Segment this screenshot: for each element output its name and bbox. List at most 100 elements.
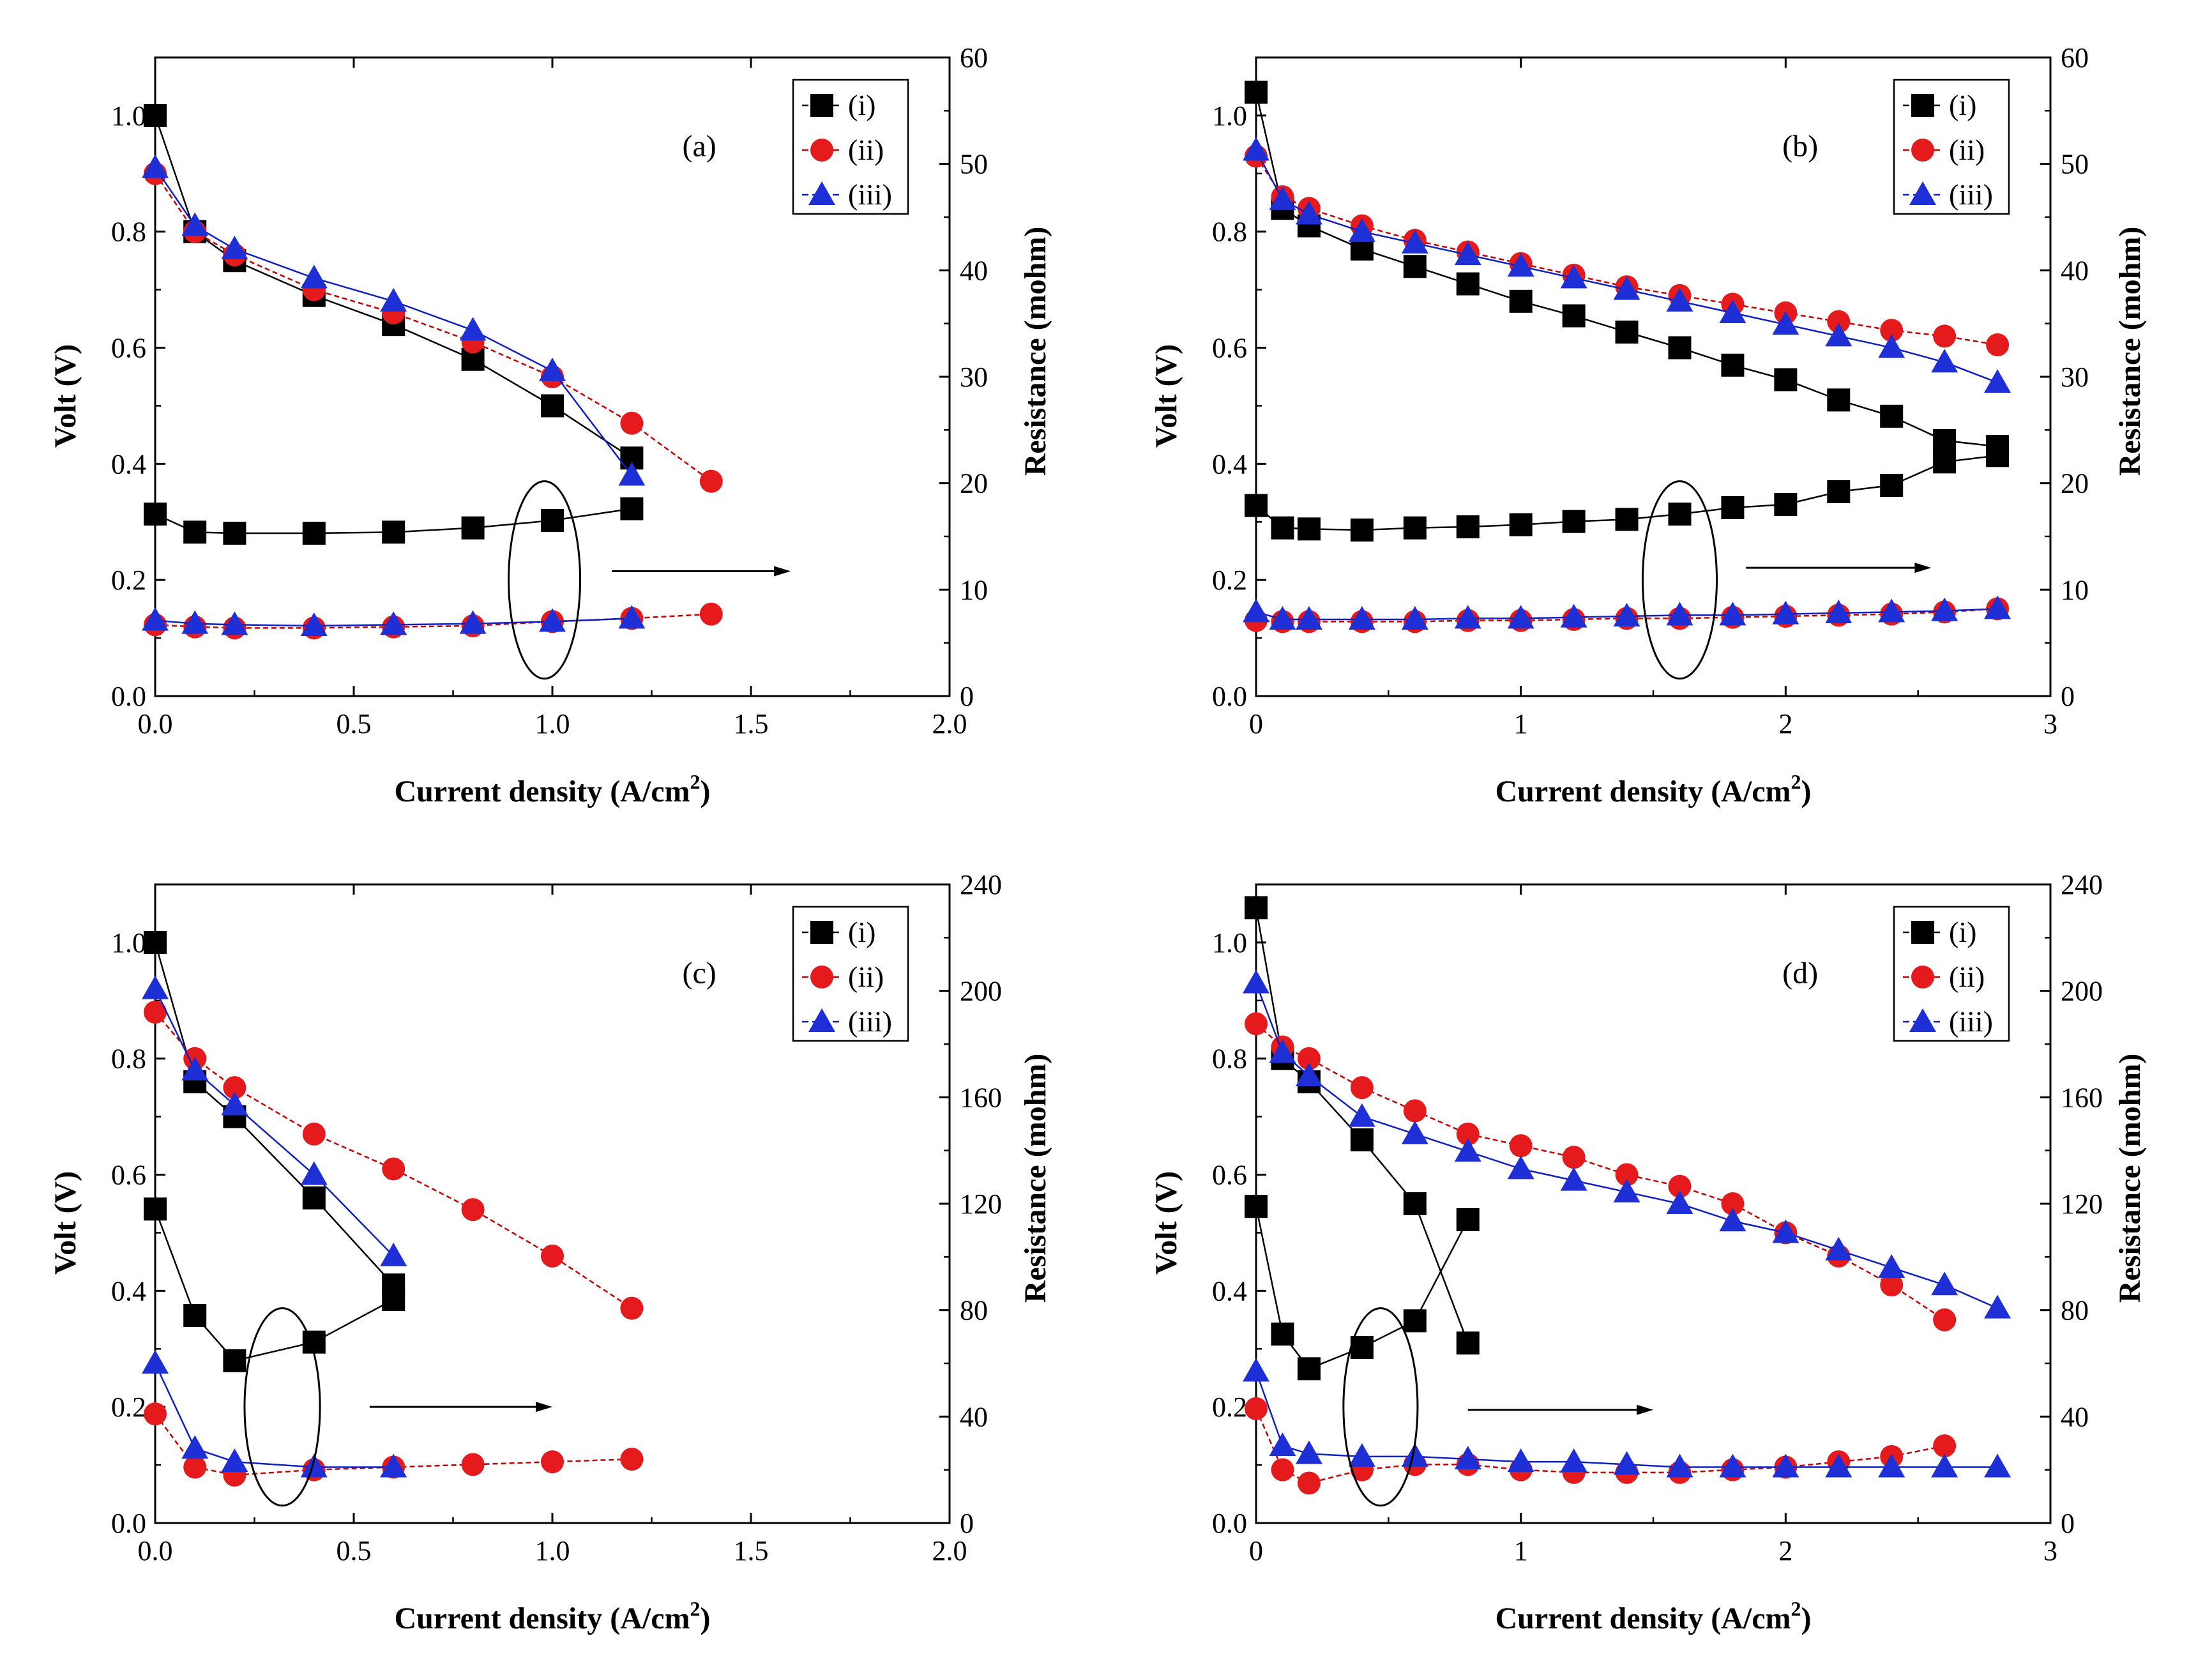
legend-label: (iii) bbox=[1949, 1005, 1993, 1038]
resistance-point-3 bbox=[1772, 1453, 1799, 1478]
legend-label: (ii) bbox=[1949, 133, 1985, 166]
annotation-ellipse bbox=[243, 1307, 321, 1507]
y-right-tick-label: 50 bbox=[2061, 149, 2089, 180]
voltage-point-3 bbox=[380, 287, 407, 312]
x-tick-label: 0 bbox=[1249, 708, 1263, 739]
voltage-point-2 bbox=[382, 1157, 405, 1181]
resistance-point-2 bbox=[1245, 1397, 1268, 1420]
voltage-point-3 bbox=[181, 1056, 209, 1080]
y-left-tick-label: 0.2 bbox=[1212, 1391, 1247, 1423]
resistance-point-3 bbox=[459, 610, 487, 634]
resistance-point-1 bbox=[1668, 503, 1692, 526]
y-left-tick-label: 0.4 bbox=[1212, 1275, 1247, 1307]
resistance-point-1 bbox=[382, 520, 405, 544]
voltage-point-1 bbox=[1350, 1128, 1374, 1151]
voltage-series-line-2 bbox=[154, 173, 712, 482]
x-tick-label: 1 bbox=[1514, 1535, 1528, 1566]
y-right-tick-label: 120 bbox=[2061, 1188, 2103, 1220]
voltage-point-1 bbox=[1562, 304, 1586, 328]
voltage-point-2 bbox=[1297, 1047, 1321, 1070]
resistance-point-3 bbox=[1719, 1453, 1746, 1478]
voltage-point-3 bbox=[1295, 201, 1322, 225]
voltage-point-3 bbox=[539, 357, 566, 381]
resistance-point-2 bbox=[1297, 1471, 1321, 1495]
voltage-series-line-1 bbox=[1255, 92, 1998, 448]
resistance-point-1 bbox=[223, 522, 246, 545]
annotation-arrowhead bbox=[1637, 1404, 1653, 1415]
resistance-point-3 bbox=[1243, 1358, 1269, 1382]
y-left-tick-label: 0.8 bbox=[111, 1043, 146, 1075]
annotation-arrowhead bbox=[774, 566, 791, 577]
resistance-point-3 bbox=[618, 605, 646, 629]
resistance-series-line-1 bbox=[1255, 455, 1998, 531]
y-right-tick-label: 0 bbox=[960, 681, 974, 712]
voltage-point-2 bbox=[1721, 1192, 1745, 1215]
annotation-ellipse bbox=[1641, 480, 1718, 680]
resistance-point-1 bbox=[1403, 1309, 1427, 1333]
voltage-point-3 bbox=[1666, 287, 1693, 312]
resistance-point-1 bbox=[1509, 513, 1533, 536]
resistance-point-1 bbox=[1297, 517, 1321, 541]
voltage-point-3 bbox=[181, 212, 209, 236]
x-tick-label: 0.0 bbox=[138, 1535, 173, 1566]
legend-marker bbox=[808, 181, 835, 205]
x-axis-label: Current density (A/cm2) bbox=[1495, 1597, 1811, 1635]
y-left-tick-label: 0.4 bbox=[1212, 448, 1247, 480]
y-left-tick-label: 0.8 bbox=[1212, 216, 1247, 248]
voltage-series-line-3 bbox=[154, 989, 395, 1257]
resistance-point-1 bbox=[620, 497, 644, 520]
resistance-point-1 bbox=[1271, 516, 1294, 540]
legend-label: (iii) bbox=[848, 178, 892, 211]
y-right-tick-label: 160 bbox=[960, 1082, 1002, 1113]
y-right-tick-label: 60 bbox=[960, 42, 988, 73]
x-tick-label: 2.0 bbox=[932, 708, 967, 739]
y-right-tick-label: 0 bbox=[960, 1508, 974, 1539]
annotation-ellipse bbox=[1342, 1307, 1419, 1507]
y-left-tick-label: 0.6 bbox=[111, 333, 146, 364]
voltage-point-2 bbox=[302, 1122, 326, 1146]
voltage-series-line-3 bbox=[1255, 149, 1998, 384]
y-right-tick-label: 40 bbox=[960, 255, 988, 286]
resistance-series-line-2 bbox=[1255, 1408, 1945, 1484]
voltage-point-1 bbox=[144, 930, 167, 954]
y-right-tick-label: 20 bbox=[2061, 468, 2089, 499]
voltage-point-3 bbox=[618, 462, 646, 486]
y-left-axis-label: Volt (V) bbox=[1149, 344, 1183, 448]
resistance-point-3 bbox=[1825, 1453, 1852, 1478]
y-left-tick-label: 0.2 bbox=[1212, 565, 1247, 596]
y-left-tick-label: 0.2 bbox=[111, 565, 146, 596]
legend-marker bbox=[810, 966, 833, 989]
x-tick-label: 1.0 bbox=[535, 1535, 570, 1566]
panel-tag: (b) bbox=[1782, 130, 1818, 163]
y-right-tick-label: 60 bbox=[2061, 42, 2089, 73]
resistance-series-line-1 bbox=[154, 1208, 394, 1362]
legend-marker bbox=[810, 139, 833, 162]
resistance-point-1 bbox=[1615, 508, 1639, 531]
resistance-point-2 bbox=[461, 1453, 485, 1476]
y-right-tick-label: 0 bbox=[2061, 681, 2075, 712]
y-left-tick-label: 1.0 bbox=[1212, 100, 1247, 132]
voltage-series-line-2 bbox=[1255, 155, 1998, 346]
voltage-point-1 bbox=[1403, 255, 1427, 278]
y-left-tick-label: 0.0 bbox=[111, 1508, 146, 1539]
resistance-point-2 bbox=[699, 602, 723, 626]
voltage-point-1 bbox=[1933, 429, 1957, 452]
resistance-point-3 bbox=[1984, 595, 2011, 619]
resistance-point-3 bbox=[1613, 1451, 1640, 1475]
panel-tag: (d) bbox=[1782, 957, 1818, 990]
voltage-point-1 bbox=[1615, 321, 1639, 344]
resistance-point-1 bbox=[1456, 1208, 1480, 1231]
resistance-point-3 bbox=[181, 1435, 209, 1459]
voltage-point-3 bbox=[1666, 1190, 1693, 1214]
voltage-point-2 bbox=[1933, 324, 1957, 348]
resistance-point-3 bbox=[1269, 606, 1296, 630]
resistance-point-3 bbox=[300, 1453, 328, 1478]
voltage-point-1 bbox=[1245, 80, 1268, 104]
panel-tag: (a) bbox=[682, 130, 716, 163]
voltage-point-3 bbox=[1878, 334, 1905, 358]
voltage-point-2 bbox=[1456, 1122, 1480, 1146]
voltage-point-2 bbox=[1668, 1174, 1692, 1198]
resistance-series-line-2 bbox=[154, 1413, 632, 1476]
voltage-point-3 bbox=[1772, 1219, 1799, 1243]
